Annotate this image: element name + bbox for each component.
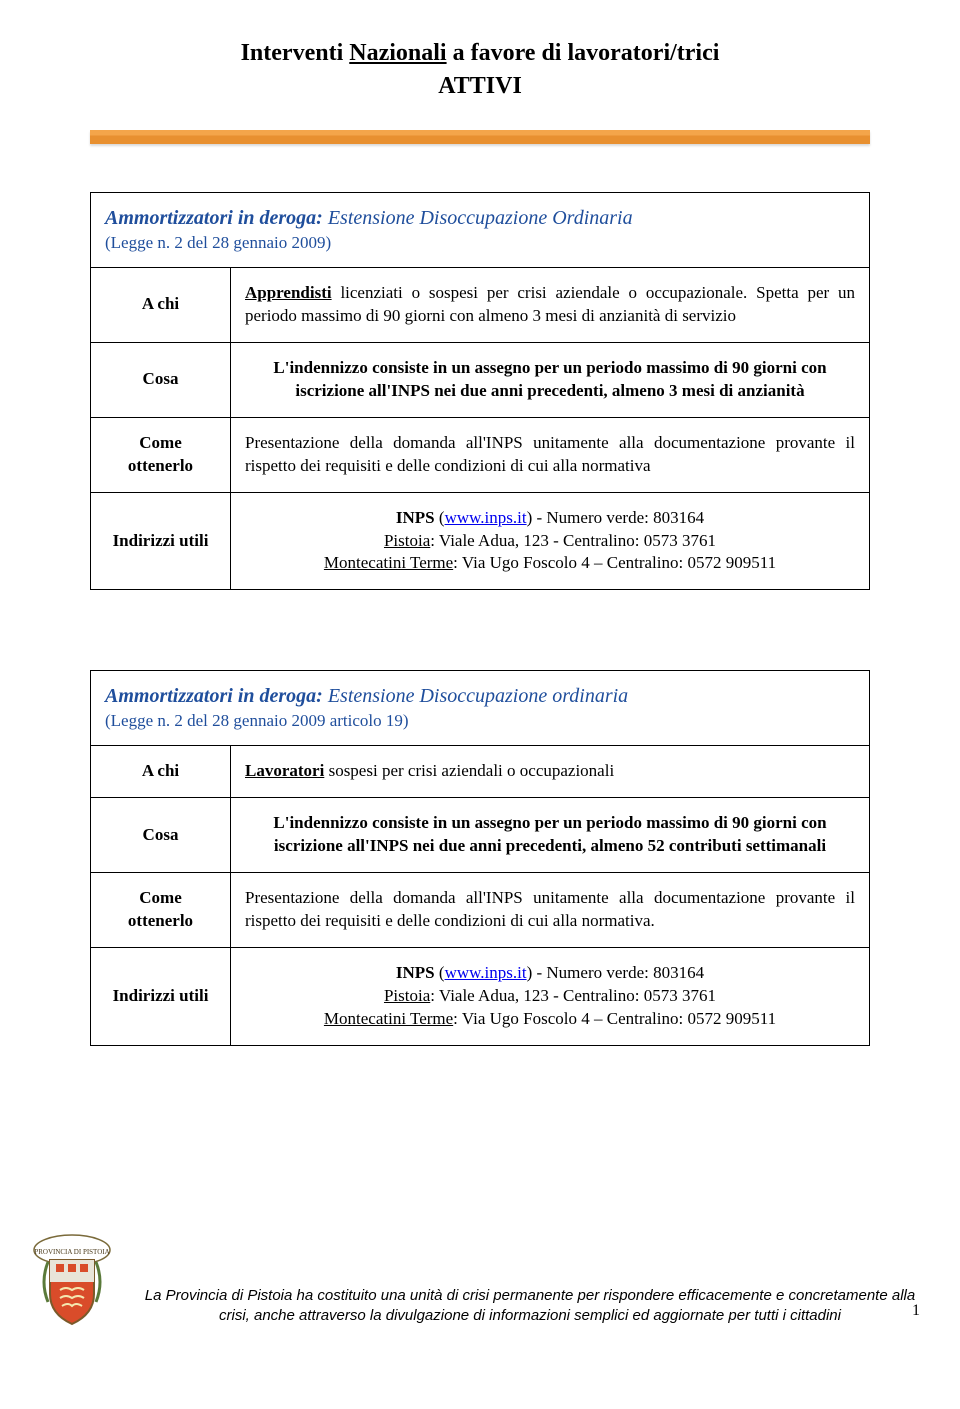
table2-achi-post: sospesi per crisi aziendali o occupazion… xyxy=(324,761,614,780)
table2-indirizzi-label: Indirizzi utili xyxy=(91,948,231,1046)
table2-cosa-label: Cosa xyxy=(91,798,231,873)
divider-bar xyxy=(90,130,870,144)
page-number: 1 xyxy=(912,1302,920,1320)
montecatini-label: Montecatini Terme xyxy=(324,553,453,572)
table1-cosa-label: Cosa xyxy=(91,342,231,417)
pistoia-label: Pistoia xyxy=(384,531,430,550)
table2-indirizzi-value: INPS (www.inps.it) - Numero verde: 80316… xyxy=(231,948,870,1046)
table2-cosa-value: L'indennizzo consiste in un assegno per … xyxy=(231,798,870,873)
footer: PROVINCIA DI PISTOIA La Provincia di Pis… xyxy=(0,1286,960,1327)
footer-text: La Provincia di Pistoia ha costituito un… xyxy=(130,1286,930,1327)
table1-indirizzi-value: INPS (www.inps.it) - Numero verde: 80316… xyxy=(231,492,870,590)
page: Interventi Nazionali a favore di lavorat… xyxy=(0,0,960,1246)
title-pre: Interventi xyxy=(241,40,350,66)
table1-achi-underline: Apprendisti xyxy=(245,283,332,302)
page-title: Interventi Nazionali a favore di lavorat… xyxy=(90,40,870,100)
inps-link-2[interactable]: www.inps.it xyxy=(445,963,527,982)
table2-title-prefix: Ammortizzatori in deroga: xyxy=(105,685,323,707)
pistoia-label-2: Pistoia xyxy=(384,986,430,1005)
title-underline: Nazionali xyxy=(349,40,446,66)
montecatini-rest-2: : Via Ugo Foscolo 4 – Centralino: 0572 9… xyxy=(453,1009,776,1028)
table1-cosa-value: L'indennizzo consiste in un assegno per … xyxy=(231,342,870,417)
inps-link[interactable]: www.inps.it xyxy=(445,508,527,527)
table1-sub: (Legge n. 2 del 28 gennaio 2009) xyxy=(105,233,331,252)
inps-rest: ) - Numero verde: 803164 xyxy=(527,508,705,527)
table2-header: Ammortizzatori in deroga: Estensione Dis… xyxy=(91,671,870,746)
table2-achi-value: Lavoratori sospesi per crisi aziendali o… xyxy=(231,746,870,798)
table2-sub: (Legge n. 2 del 28 gennaio 2009 articolo… xyxy=(105,711,409,730)
montecatini-label-2: Montecatini Terme xyxy=(324,1009,453,1028)
table2-title-rest: Estensione Disoccupazione ordinaria xyxy=(323,685,628,707)
inps-label-2: INPS xyxy=(396,963,435,982)
page-title-line2: ATTIVI xyxy=(90,73,870,100)
info-table-2: Ammortizzatori in deroga: Estensione Dis… xyxy=(90,670,870,1045)
table2-achi-underline: Lavoratori xyxy=(245,761,324,780)
table1-achi-value: Apprendisti licenziati o sospesi per cri… xyxy=(231,267,870,342)
inps-rest-2: ) - Numero verde: 803164 xyxy=(527,963,705,982)
montecatini-rest: : Via Ugo Foscolo 4 – Centralino: 0572 9… xyxy=(453,553,776,572)
table1-achi-label: A chi xyxy=(91,267,231,342)
inps-label: INPS xyxy=(396,508,435,527)
page-title-line1: Interventi Nazionali a favore di lavorat… xyxy=(90,40,870,67)
table2-come-value: Presentazione della domanda all'INPS uni… xyxy=(231,873,870,948)
crest-icon: PROVINCIA DI PISTOIA xyxy=(30,1232,115,1332)
table1-come-value: Presentazione della domanda all'INPS uni… xyxy=(231,417,870,492)
pistoia-rest: : Viale Adua, 123 - Centralino: 0573 376… xyxy=(430,531,716,550)
table1-indirizzi-label: Indirizzi utili xyxy=(91,492,231,590)
table1-header: Ammortizzatori in deroga: Estensione Dis… xyxy=(91,193,870,268)
table2-achi-label: A chi xyxy=(91,746,231,798)
table1-title-prefix: Ammortizzatori in deroga: xyxy=(105,207,323,229)
table1-achi-post: licenziati o sospesi per crisi aziendale… xyxy=(245,283,855,325)
title-post: a favore di lavoratori/trici xyxy=(447,40,720,66)
table1-title-rest: Estensione Disoccupazione Ordinaria xyxy=(323,207,633,229)
info-table-1: Ammortizzatori in deroga: Estensione Dis… xyxy=(90,192,870,590)
table1-come-label: Come ottenerlo xyxy=(91,417,231,492)
table2-come-label: Come ottenerlo xyxy=(91,873,231,948)
pistoia-rest-2: : Viale Adua, 123 - Centralino: 0573 376… xyxy=(430,986,716,1005)
svg-text:PROVINCIA DI PISTOIA: PROVINCIA DI PISTOIA xyxy=(34,1248,109,1256)
